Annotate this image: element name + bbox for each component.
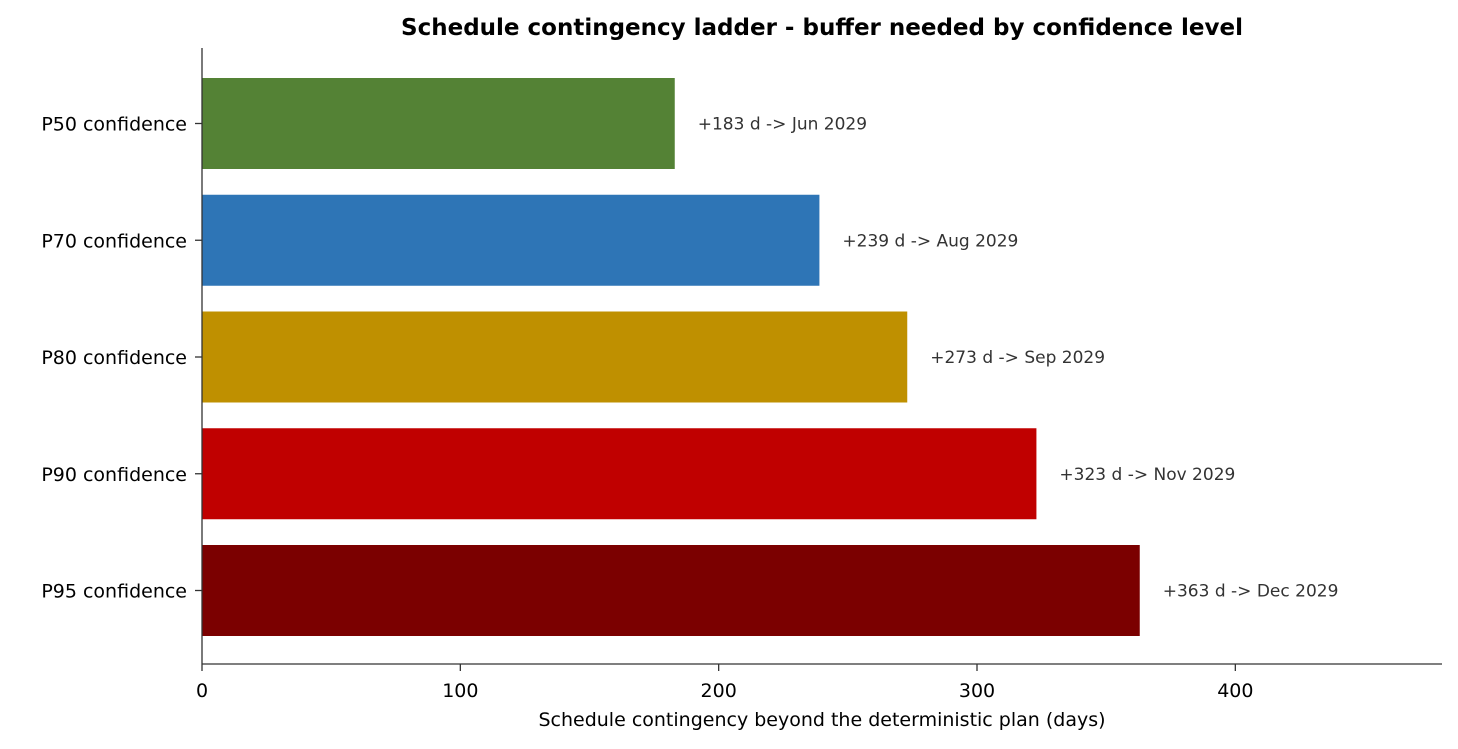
data-labels-layer: +183 d -> Jun 2029 +239 d -> Aug 2029 +273… xyxy=(698,115,1339,602)
bars-layer xyxy=(202,78,1140,636)
data-label-p70: +239 d -> Aug 2029 xyxy=(842,231,1018,251)
y-tick-label-p95: P95 confidence xyxy=(41,581,187,603)
y-axis: P50 confidence P70 confidence P80 confiden… xyxy=(41,48,203,664)
y-tick-label-p90: P90 confidence xyxy=(41,464,187,486)
bar-p80 xyxy=(202,311,908,403)
x-tick-label-100: 100 xyxy=(442,680,478,702)
data-label-p80: +273 d -> Sep 2029 xyxy=(930,348,1105,368)
data-label-p90: +323 d -> Nov 2029 xyxy=(1059,465,1235,485)
bar-p70 xyxy=(202,194,820,286)
y-tick-label-p80: P80 confidence xyxy=(41,347,187,369)
data-label-p50: +183 d -> Jun 2029 xyxy=(698,115,867,135)
x-tick-label-400: 400 xyxy=(1217,680,1253,702)
chart-title: Schedule contingency ladder - buffer nee… xyxy=(401,15,1243,41)
y-tick-label-p50: P50 confidence xyxy=(41,114,187,136)
x-tick-label-0: 0 xyxy=(196,680,208,702)
x-axis: 0 100 200 300 400 xyxy=(196,663,1442,702)
data-label-p95: +363 d -> Dec 2029 xyxy=(1163,582,1339,602)
x-tick-label-200: 200 xyxy=(701,680,737,702)
bar-p50 xyxy=(202,78,675,169)
bar-p95 xyxy=(202,545,1140,636)
y-tick-label-p70: P70 confidence xyxy=(41,230,187,252)
x-tick-label-300: 300 xyxy=(959,680,995,702)
x-axis-label: Schedule contingency beyond the determin… xyxy=(538,709,1105,731)
bar-p90 xyxy=(202,428,1037,520)
